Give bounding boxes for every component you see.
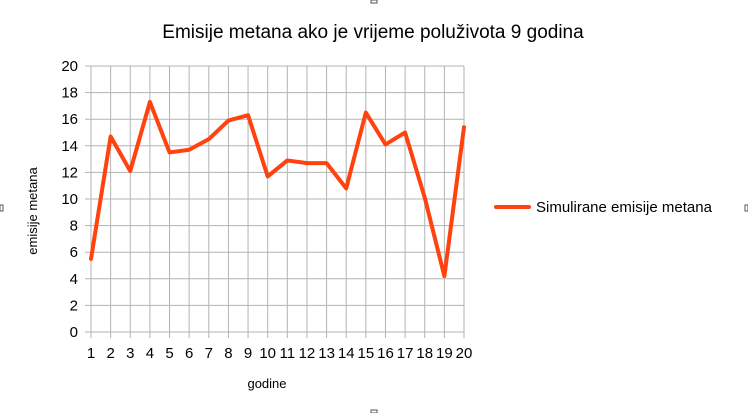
x-tick-label: 7 <box>205 345 213 362</box>
y-tick-label: 0 <box>70 324 78 341</box>
y-tick-label: 8 <box>70 218 78 235</box>
series-line <box>89 99 466 279</box>
x-tick-labels: 1 2 3 4 5 6 7 8 9 10 11 12 13 14 15 16 17 18 19 20 <box>87 345 473 362</box>
y-tick-label: 10 <box>61 191 78 208</box>
x-tick-label: 9 <box>244 345 252 362</box>
x-axis-label: godine <box>247 376 286 391</box>
selection-handle-left[interactable] <box>0 204 4 212</box>
selection-handle-top[interactable] <box>370 0 378 4</box>
x-tick-label: 12 <box>299 345 316 362</box>
x-tick-label: 2 <box>106 345 114 362</box>
x-tick-label: 1 <box>87 345 95 362</box>
grid <box>85 65 465 338</box>
x-tick-label: 10 <box>259 345 276 362</box>
series-group <box>89 99 466 279</box>
x-tick-label: 14 <box>338 345 355 362</box>
y-tick-label: 14 <box>61 138 78 155</box>
x-tick-label: 20 <box>456 345 473 362</box>
x-tick-label: 8 <box>224 345 232 362</box>
selection-handle-bottom[interactable] <box>370 409 378 413</box>
x-tick-label: 18 <box>416 345 433 362</box>
y-tick-label: 2 <box>70 297 78 314</box>
x-tick-label: 3 <box>126 345 134 362</box>
chart-title: Emisije metana ako je vrijeme poluživota… <box>162 22 584 43</box>
legend-label: Simulirane emisije metana <box>536 199 713 216</box>
legend: Simulirane emisije metana <box>494 199 713 216</box>
x-tick-label: 11 <box>280 345 296 362</box>
x-tick-label: 6 <box>185 345 193 362</box>
y-tick-label: 12 <box>61 164 78 181</box>
x-tick-label: 4 <box>146 345 154 362</box>
y-tick-label: 16 <box>61 111 78 128</box>
x-tick-label: 15 <box>357 345 374 362</box>
x-tick-label: 17 <box>397 345 414 362</box>
selection-handle-right[interactable] <box>744 204 748 212</box>
y-tick-label: 20 <box>61 58 78 75</box>
y-tick-label: 18 <box>61 85 78 102</box>
x-tick-label: 16 <box>377 345 394 362</box>
y-tick-labels: 0 2 4 6 8 10 12 14 16 18 20 <box>61 58 78 341</box>
y-tick-label: 6 <box>70 244 78 261</box>
y-tick-label: 4 <box>70 271 78 288</box>
x-tick-label: 5 <box>165 345 173 362</box>
x-tick-label: 19 <box>436 345 453 362</box>
x-tick-label: 13 <box>318 345 335 362</box>
y-axis-label: emisije metana <box>25 167 40 255</box>
